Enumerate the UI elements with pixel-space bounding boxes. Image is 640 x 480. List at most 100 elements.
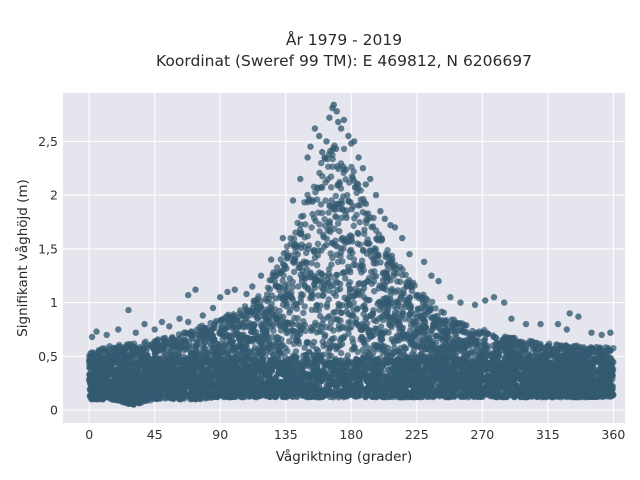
data-point — [251, 321, 258, 328]
data-point — [290, 268, 298, 276]
data-point — [538, 352, 546, 359]
data-point — [329, 163, 336, 170]
data-point — [274, 283, 281, 290]
data-point — [448, 320, 456, 328]
data-point — [370, 349, 377, 357]
data-point — [372, 260, 380, 267]
data-point — [469, 327, 476, 335]
data-point — [308, 259, 315, 267]
data-point — [348, 233, 355, 240]
data-point — [298, 213, 305, 220]
data-point — [347, 318, 354, 326]
data-point — [325, 163, 332, 170]
data-point — [429, 298, 436, 306]
data-point — [468, 348, 475, 355]
data-point — [325, 296, 332, 303]
data-point — [270, 269, 277, 276]
data-point — [352, 315, 360, 323]
data-point — [438, 308, 445, 315]
data-point — [324, 314, 331, 321]
data-point — [329, 254, 336, 261]
data-point — [393, 298, 400, 306]
data-point — [372, 246, 380, 253]
data-point — [308, 224, 315, 231]
data-point — [293, 305, 300, 312]
data-point — [335, 322, 343, 329]
data-point — [335, 300, 342, 308]
data-point — [359, 208, 366, 216]
data-point — [302, 221, 309, 228]
data-point — [321, 333, 328, 340]
data-point — [569, 343, 577, 350]
data-point — [323, 324, 330, 331]
data-point — [366, 247, 373, 254]
data-point — [316, 169, 323, 177]
data-point — [518, 352, 525, 359]
data-point — [402, 271, 409, 278]
data-point — [411, 322, 418, 329]
data-point — [375, 231, 383, 238]
data-point — [331, 206, 339, 214]
data-point — [272, 347, 279, 354]
data-point — [345, 198, 352, 205]
data-point — [211, 336, 218, 343]
data-point — [457, 340, 464, 347]
data-point — [325, 352, 333, 359]
data-point — [331, 225, 338, 232]
data-point — [289, 296, 297, 304]
data-point — [326, 202, 333, 209]
data-point — [358, 326, 365, 333]
data-point — [344, 263, 352, 270]
data-point — [283, 300, 291, 308]
data-point — [447, 327, 454, 334]
data-point — [360, 337, 367, 344]
data-point — [300, 258, 308, 265]
data-point — [396, 278, 404, 285]
data-point — [191, 350, 198, 358]
data-point — [253, 314, 261, 321]
data-point — [370, 307, 377, 314]
data-point — [151, 350, 158, 357]
data-point — [140, 346, 147, 353]
data-point — [346, 279, 354, 286]
data-point — [329, 151, 336, 158]
data-point — [483, 344, 490, 352]
data-point — [250, 347, 257, 354]
data-point — [364, 236, 371, 243]
data-point — [377, 329, 384, 336]
data-point — [362, 296, 370, 303]
data-point — [196, 352, 204, 359]
data-point — [309, 197, 316, 204]
data-point — [282, 319, 289, 326]
data-point — [255, 293, 262, 300]
data-point — [266, 286, 274, 293]
data-point — [340, 145, 348, 153]
data-point — [481, 335, 489, 343]
data-point — [219, 316, 226, 323]
data-point — [382, 250, 390, 258]
data-point — [348, 163, 355, 171]
data-point — [557, 342, 565, 349]
data-point — [161, 394, 169, 401]
data-point — [336, 285, 344, 293]
data-point — [301, 303, 308, 310]
data-point — [355, 281, 362, 288]
data-point — [350, 306, 357, 313]
data-point — [290, 328, 297, 335]
data-point — [433, 332, 441, 339]
data-point — [300, 309, 307, 317]
data-point — [280, 313, 287, 320]
data-point — [348, 238, 356, 245]
data-point — [293, 300, 301, 308]
data-point — [317, 276, 325, 283]
data-point — [350, 299, 357, 307]
data-point — [338, 349, 345, 357]
data-point — [411, 328, 418, 335]
data-point — [255, 338, 262, 345]
data-point — [597, 345, 604, 353]
data-point — [375, 315, 383, 322]
data-point — [383, 273, 391, 280]
data-point — [243, 308, 251, 316]
data-point — [435, 317, 443, 324]
